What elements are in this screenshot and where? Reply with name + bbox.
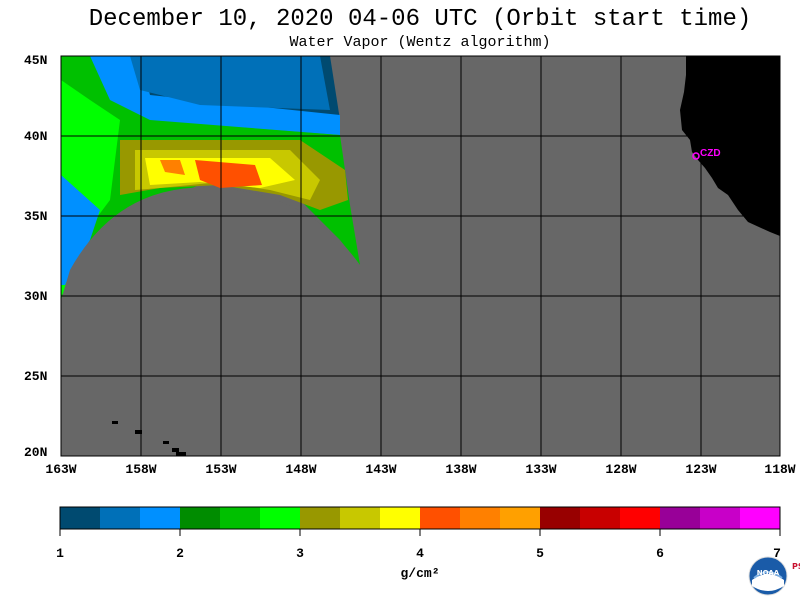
- lon-label-163w: 163W: [45, 462, 76, 477]
- colorbar-swatch: [660, 507, 701, 529]
- map-grid: [61, 56, 780, 456]
- colorbar-swatch: [580, 507, 621, 529]
- island-kauai: [112, 421, 118, 424]
- colorbar-swatch: [180, 507, 221, 529]
- colorbar-swatch: [380, 507, 421, 529]
- island-oahu: [135, 430, 142, 434]
- island-maui: [172, 448, 179, 452]
- colorbar-tick-label: 7: [773, 546, 781, 561]
- map-frame: [60, 55, 781, 457]
- land-north-america: [680, 56, 780, 236]
- no-data-arc: [61, 187, 360, 456]
- lat-label-25n: 25N: [24, 369, 47, 384]
- lat-label-20n: 20N: [24, 445, 47, 460]
- colorbar-swatch: [260, 507, 301, 529]
- colorbar-swatch: [460, 507, 501, 529]
- map-title: December 10, 2020 04-06 UTC (Orbit start…: [88, 6, 752, 33]
- lon-label-158w: 158W: [125, 462, 156, 477]
- colorbar-tick-label: 4: [416, 546, 424, 561]
- colorbar-tick-label: 2: [176, 546, 184, 561]
- colorbar-swatch: [700, 507, 741, 529]
- island-molokai: [163, 441, 169, 444]
- colorbar-unit: g/cm²: [400, 566, 439, 581]
- noaa-logo-text: NOAA: [757, 569, 780, 577]
- colorbar: [60, 507, 781, 529]
- colorbar-swatch: [740, 507, 781, 529]
- map-content: [61, 56, 780, 456]
- colorbar-tick-label: 5: [536, 546, 544, 561]
- colorbar-swatch: [340, 507, 381, 529]
- colorbar-tick-label: 1: [56, 546, 64, 561]
- colorbar-swatch: [620, 507, 661, 529]
- swath-blue: [85, 56, 340, 135]
- colorbar-swatch: [60, 507, 101, 529]
- lon-label-153w: 153W: [205, 462, 236, 477]
- lat-label-45n: 45N: [24, 53, 47, 68]
- colorbar-tick-label: 3: [296, 546, 304, 561]
- lon-label-123w: 123W: [685, 462, 716, 477]
- swath-left-blue: [61, 175, 100, 285]
- lon-label-128w: 128W: [605, 462, 636, 477]
- colorbar-swatch: [420, 507, 461, 529]
- colorbar-swatch: [100, 507, 141, 529]
- station-label: CZD: [700, 148, 721, 159]
- swath-mid-blue: [130, 56, 330, 110]
- colorbar-swatch: [140, 507, 181, 529]
- map-subtitle: Water Vapor (Wentz algorithm): [289, 34, 551, 51]
- lon-label-133w: 133W: [525, 462, 556, 477]
- colorbar-swatch: [220, 507, 261, 529]
- lat-label-35n: 35N: [24, 209, 47, 224]
- lon-label-148w: 148W: [285, 462, 316, 477]
- noaa-logo: NOAA: [748, 556, 788, 596]
- station-marker: [692, 152, 700, 160]
- colorbar-swatch: [300, 507, 341, 529]
- island-big: [176, 452, 186, 456]
- colorbar-swatch: [540, 507, 581, 529]
- colorbar-tick-label: 6: [656, 546, 664, 561]
- swath-orange-light: [160, 160, 185, 175]
- psl-text: PSL: [792, 562, 800, 571]
- lon-label-143w: 143W: [365, 462, 396, 477]
- lat-label-30n: 30N: [24, 289, 47, 304]
- colorbar-ticks: 1 2 3 4 5 6 7: [56, 529, 781, 561]
- colorbar-swatch: [500, 507, 541, 529]
- lon-label-138w: 138W: [445, 462, 476, 477]
- lon-label-118w: 118W: [764, 462, 795, 477]
- swath-orange: [195, 160, 262, 188]
- lat-label-40n: 40N: [24, 129, 47, 144]
